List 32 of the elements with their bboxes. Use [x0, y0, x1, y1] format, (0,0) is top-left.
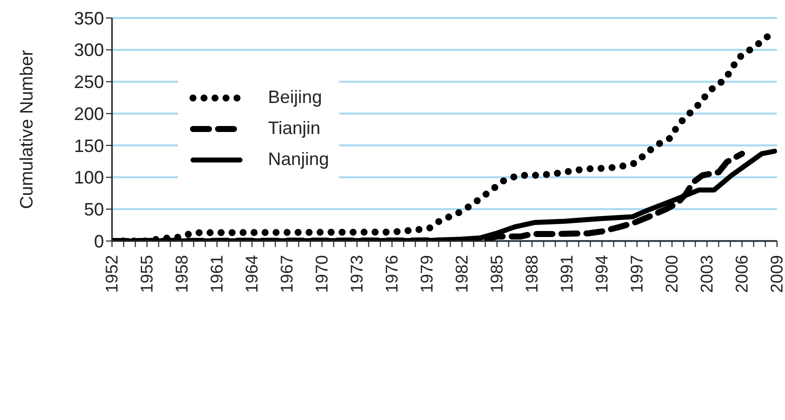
y-tick-label: 150: [74, 136, 104, 156]
x-tick-label: 2006: [732, 255, 752, 293]
y-axis-title: Cumulative Number: [16, 50, 36, 210]
x-tick-label: 1955: [138, 255, 156, 293]
x-tick-label: 1994: [592, 255, 612, 293]
x-tick-label: 1997: [628, 255, 646, 293]
legend-label: Beijing: [268, 87, 322, 108]
x-tick-label: 2000: [662, 255, 682, 293]
legend-label: Nanjing: [268, 149, 330, 170]
y-tick-label: 0: [94, 231, 104, 252]
legend-label: Tianjin: [268, 118, 320, 139]
x-tick-label: 1988: [522, 255, 542, 293]
x-tick-label: 1976: [382, 255, 402, 293]
y-tick-label: 50: [84, 200, 104, 220]
x-tick-label: 1985: [488, 255, 506, 293]
x-tick-label: 1991: [558, 255, 576, 293]
x-tick-label: 1982: [452, 255, 472, 293]
y-tick-label: 350: [74, 8, 104, 28]
x-tick-label: 1979: [418, 255, 436, 293]
x-tick-label: 1961: [208, 255, 226, 293]
x-tick-label: 1970: [312, 255, 332, 293]
x-tick-label: 1958: [172, 255, 192, 293]
x-tick-label: 2003: [698, 255, 716, 293]
x-tick-label: 1973: [348, 255, 366, 293]
y-tick-label: 100: [74, 168, 104, 188]
x-tick-label: 1967: [278, 255, 296, 293]
y-tick-label: 300: [74, 40, 104, 60]
y-tick-label: 200: [74, 104, 104, 124]
x-tick-label: 2009: [768, 255, 785, 293]
x-tick-label: 1952: [102, 255, 122, 293]
y-tick-label: 250: [74, 72, 104, 92]
x-tick-label: 1964: [242, 255, 262, 293]
